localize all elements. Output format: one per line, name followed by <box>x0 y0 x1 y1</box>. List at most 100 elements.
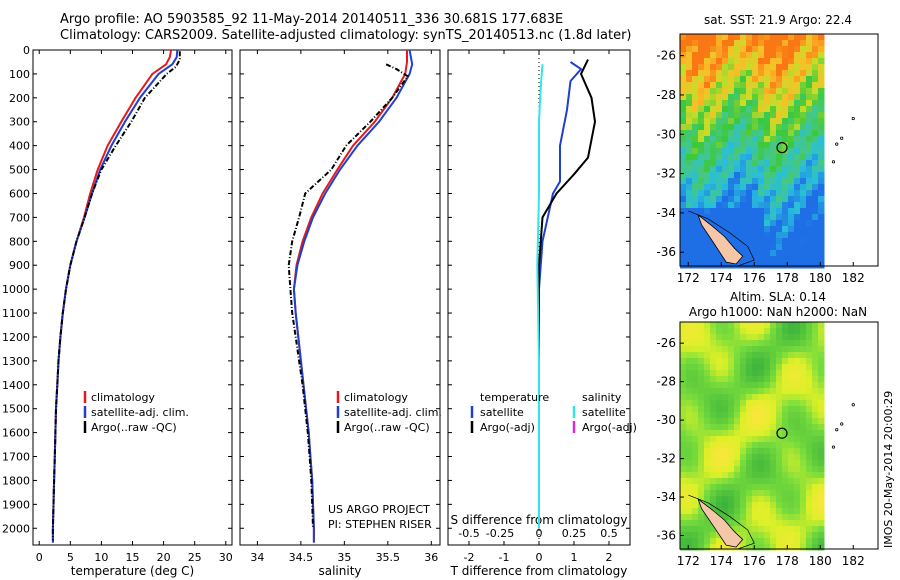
sla_map-cell <box>758 484 765 491</box>
sla_map-cell <box>734 424 741 431</box>
sla_map-cell <box>698 460 705 467</box>
sla_map-cell <box>680 496 687 503</box>
sla_map-cell <box>812 412 819 419</box>
sst_map-cell <box>746 214 753 221</box>
sla_map-cell <box>728 418 735 425</box>
sst_map-cell <box>704 70 711 77</box>
sla_map-cell <box>710 400 717 407</box>
sla_map-cell <box>752 328 759 335</box>
sla_map-cell <box>788 472 795 479</box>
sla_map-cell <box>710 460 717 467</box>
sla_map-cell <box>752 484 759 491</box>
sst_map-cell <box>818 172 825 179</box>
sst_map-cell <box>698 172 705 179</box>
sla_map-cell <box>752 358 759 365</box>
sla_map-cell <box>812 502 819 509</box>
sst_map-cell <box>812 208 819 215</box>
sst_map-cell <box>692 226 699 233</box>
sst_map-cell <box>740 124 747 131</box>
sst_map-cell <box>794 196 801 203</box>
sla_map-cell <box>764 394 771 401</box>
sst_map-cell <box>788 166 795 173</box>
sst_map-cell <box>710 52 717 59</box>
sla_map-cell <box>722 544 729 551</box>
sst_map-cell <box>812 154 819 161</box>
sla_map-cell <box>692 352 699 359</box>
sst_map-cell <box>818 46 825 53</box>
sst_map-cell <box>710 112 717 119</box>
sla_map-cell <box>698 394 705 401</box>
sst_map-cell <box>812 160 819 167</box>
sla_map-cell <box>782 328 789 335</box>
sla_map-cell <box>746 502 753 509</box>
depth-tick-label: 100 <box>9 68 30 81</box>
sst_map-cell <box>776 238 783 245</box>
sst_map-cell <box>758 118 765 125</box>
sst_map-cell <box>686 76 693 83</box>
sst_map-cell <box>752 178 759 185</box>
sst_map-cell <box>752 238 759 245</box>
sla_map-cell <box>746 376 753 383</box>
sla_map-cell <box>764 544 771 551</box>
sst_map-cell <box>788 202 795 209</box>
sst_map-cell <box>806 262 813 269</box>
sst_map-cell <box>764 250 771 257</box>
sla_map-cell <box>710 406 717 413</box>
sla_map-cell <box>764 442 771 449</box>
sst_map-cell <box>782 70 789 77</box>
sla_map-cell <box>818 352 825 359</box>
sst_map-cell <box>752 160 759 167</box>
sla_map-cell <box>764 346 771 353</box>
sla_map-cell <box>752 376 759 383</box>
sla_map-cell <box>776 430 783 437</box>
sst_map-cell <box>740 226 747 233</box>
sst_map-cell <box>692 178 699 185</box>
sst_map-cell <box>764 244 771 251</box>
sst_map-cell <box>686 214 693 221</box>
sla_map-cell <box>794 346 801 353</box>
sla_map-cell <box>680 484 687 491</box>
sla_map-cell <box>770 508 777 515</box>
sla_map-cell <box>746 346 753 353</box>
sla_map-cell <box>794 508 801 515</box>
sst_map-cell <box>716 58 723 65</box>
sla_map-cell <box>758 352 765 359</box>
sla_map-cell <box>758 454 765 461</box>
sla_map-cell <box>704 442 711 449</box>
sla_map-xtick-label: 176 <box>743 554 766 568</box>
sst_map-cell <box>776 142 783 149</box>
sst_map-cell <box>818 160 825 167</box>
sla_map-cell <box>776 340 783 347</box>
sla_map-cell <box>776 466 783 473</box>
sst_map-cell <box>734 238 741 245</box>
sla_map-cell <box>704 376 711 383</box>
sst_map-cell <box>764 184 771 191</box>
sst_map-cell <box>734 226 741 233</box>
sla_map-cell <box>686 406 693 413</box>
sla_map-cell <box>686 484 693 491</box>
sst_map-cell <box>686 40 693 47</box>
sst_map-cell <box>734 40 741 47</box>
sla_map-cell <box>782 460 789 467</box>
sst_map-cell <box>704 208 711 215</box>
sst_map-cell <box>812 130 819 137</box>
sst_map-cell <box>704 106 711 113</box>
sst_map-cell <box>788 106 795 113</box>
depth-tick-label: 200 <box>9 92 30 105</box>
sla_map-cell <box>710 424 717 431</box>
sst_map-cell <box>758 250 765 257</box>
sst_map-cell <box>716 202 723 209</box>
sst_map-cell <box>698 196 705 203</box>
sla_map-cell <box>758 406 765 413</box>
sla_map-cell <box>740 490 747 497</box>
sla_map-cell <box>812 460 819 467</box>
sst_map-cell <box>680 262 687 269</box>
sst_map-cell <box>680 238 687 245</box>
sst_map-cell <box>716 172 723 179</box>
sst_map-cell <box>740 184 747 191</box>
sst_map-cell <box>812 244 819 251</box>
sla_map-cell <box>692 460 699 467</box>
sla_map-cell <box>746 484 753 491</box>
sst_map-cell <box>776 178 783 185</box>
sst_map-cell <box>800 136 807 143</box>
